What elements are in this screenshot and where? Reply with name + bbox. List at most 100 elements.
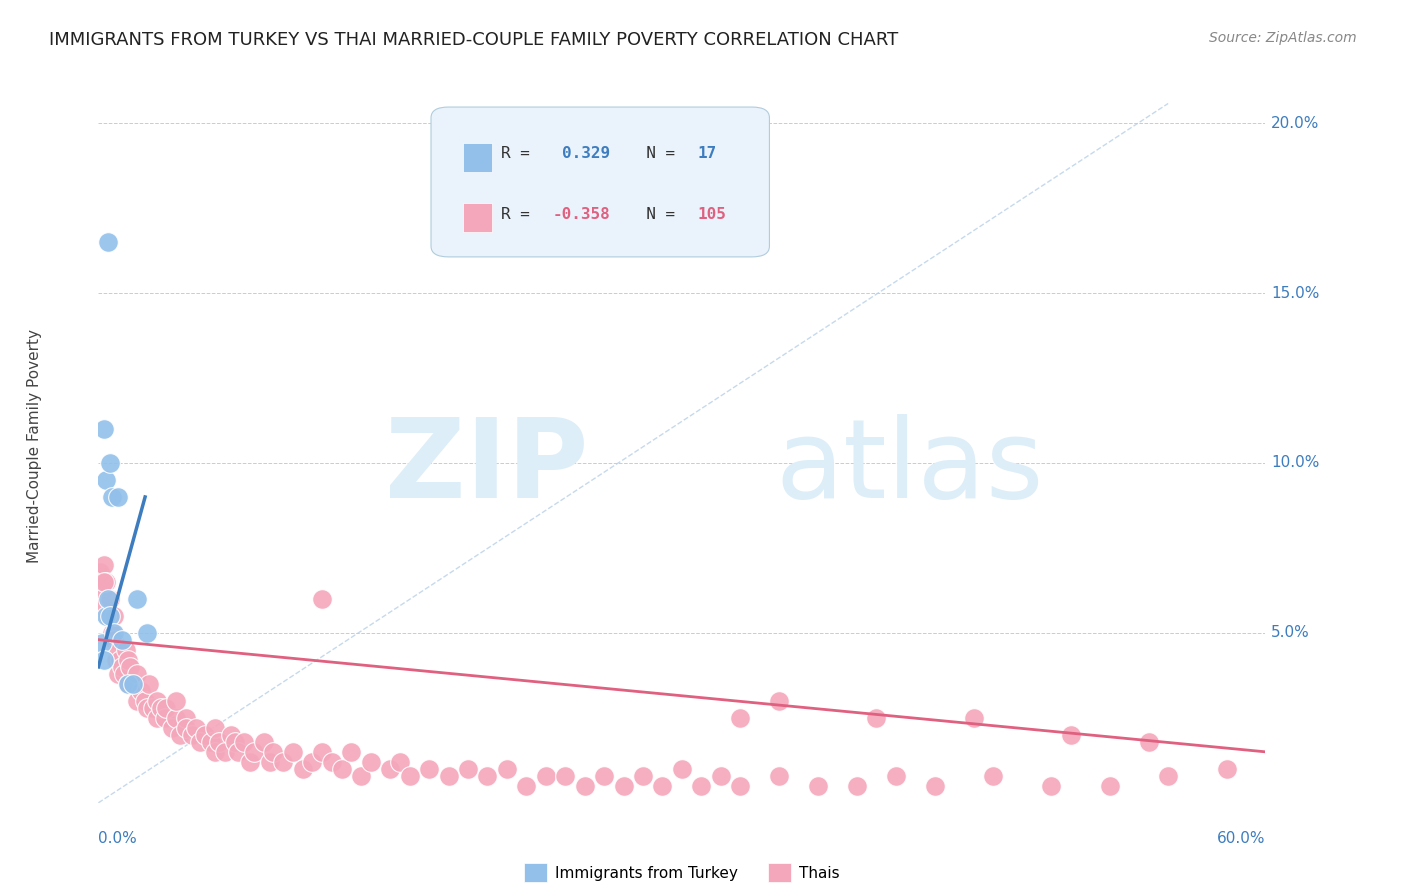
Point [117,677,139,691]
Point [136,626,159,640]
Point [593,769,616,783]
Point [350,769,373,783]
FancyBboxPatch shape [432,107,769,257]
Point [457,762,479,776]
Text: R =: R = [501,207,540,221]
Point [149,700,172,714]
Point [340,745,363,759]
Point [1098,779,1121,793]
Point [153,711,176,725]
Point [174,711,197,725]
Point [111,632,134,647]
Point [101,490,124,504]
Point [845,779,868,793]
Point [107,666,129,681]
Point [146,711,169,725]
Point [200,734,222,748]
Point [188,734,211,748]
Text: 60.0%: 60.0% [1218,831,1265,847]
Point [122,677,145,691]
Point [574,779,596,793]
Point [184,721,207,735]
Point [214,745,236,759]
Point [228,745,250,759]
Point [96,473,118,487]
Point [194,728,217,742]
Point [103,608,125,623]
Point [477,769,499,783]
Point [136,700,159,714]
Point [101,626,124,640]
Point [1157,769,1180,783]
Point [127,666,149,681]
Point [631,769,654,783]
Point [224,734,246,748]
Point [690,779,713,793]
Point [291,762,314,776]
Point [117,677,139,691]
Point [107,490,129,504]
Point [495,762,517,776]
Point [981,769,1004,783]
Point [651,779,673,793]
Point [612,779,634,793]
Point [98,456,121,470]
Point [93,653,115,667]
Point [534,769,557,783]
Text: Married-Couple Family Poverty: Married-Couple Family Poverty [27,329,42,563]
Point [97,235,120,249]
Point [262,745,284,759]
Point [671,762,693,776]
Point [165,694,187,708]
Point [418,762,440,776]
Text: 105: 105 [697,207,725,221]
Text: 0.329: 0.329 [562,146,610,161]
Text: Source: ZipAtlas.com: Source: ZipAtlas.com [1209,31,1357,45]
Point [127,694,149,708]
Point [1040,779,1063,793]
Point [271,755,294,769]
Point [98,591,121,606]
Point [807,779,830,793]
Point [96,574,118,589]
Point [204,745,226,759]
Point [321,755,343,769]
Point [884,769,907,783]
Point [107,643,129,657]
Point [710,769,733,783]
Point [93,599,115,613]
Point [180,728,202,742]
Point [208,734,231,748]
Point [103,626,125,640]
Point [112,666,135,681]
Point [865,711,887,725]
Point [89,565,111,579]
Point [103,632,125,647]
Text: ZIP: ZIP [385,414,589,521]
Point [155,700,177,714]
Point [104,653,127,667]
Point [97,591,120,606]
Point [768,694,790,708]
Text: atlas: atlas [775,414,1043,521]
Point [962,711,984,725]
Point [127,591,149,606]
Text: N =: N = [627,207,685,221]
Text: R =: R = [501,146,550,161]
Point [91,636,114,650]
Text: -0.358: -0.358 [553,207,610,221]
Point [129,683,152,698]
Point [398,769,420,783]
Point [301,755,323,769]
Point [437,769,460,783]
Point [111,660,134,674]
Point [98,608,121,623]
Point [93,558,115,572]
Point [122,677,145,691]
Point [134,694,156,708]
Point [515,779,537,793]
Point [233,734,256,748]
Point [204,721,226,735]
Point [117,653,139,667]
Point [388,755,411,769]
